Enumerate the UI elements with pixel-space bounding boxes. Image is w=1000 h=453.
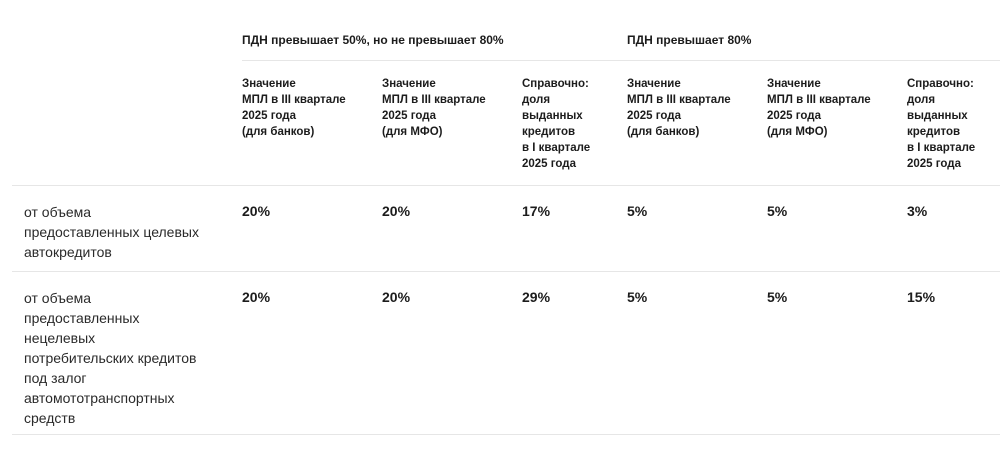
column-header-share-50-80: Справочно: доля выданных кредитов в I кв… <box>522 76 590 172</box>
row-label-line: от объема <box>24 290 92 306</box>
column-header-line: МПЛ в III квартале <box>242 94 346 106</box>
group-header-over-80: ПДН превышает 80% <box>627 33 752 47</box>
row-label-line: потребительских кредитов <box>24 350 197 366</box>
column-header-line: 2025 года <box>382 110 436 122</box>
column-header-line: доля <box>522 94 551 106</box>
column-header-line: Значение <box>767 78 821 90</box>
column-header-line: доля <box>907 94 936 106</box>
column-header-line: Справочно: <box>907 78 974 90</box>
table-cell: 15% <box>907 289 936 305</box>
table-cell: 5% <box>767 203 788 219</box>
row-label-line: от объема <box>24 204 92 220</box>
column-header-line: кредитов <box>522 126 576 138</box>
group-header-50-80: ПДН превышает 50%, но не превышает 80% <box>242 33 504 47</box>
column-header-banks-50-80: Значение МПЛ в III квартале 2025 года (д… <box>242 76 346 140</box>
table-cell: 20% <box>242 203 271 219</box>
row-label-line: автомототранспортных <box>24 390 175 406</box>
column-header-line: 2025 года <box>522 158 576 170</box>
column-header-line: Значение <box>382 78 436 90</box>
row-label-auto-loans: от объема предоставленных целевых автокр… <box>24 202 199 262</box>
column-header-line: (для банков) <box>242 126 315 138</box>
table-cell: 20% <box>382 203 411 219</box>
column-header-line: в I квартале <box>522 142 591 154</box>
table-cell: 20% <box>242 289 271 305</box>
row-label-line: предоставленных целевых <box>24 224 199 240</box>
group-header-row: ПДН превышает 50%, но не превышает 80% П… <box>242 0 1000 61</box>
column-header-line: кредитов <box>907 126 961 138</box>
column-header-share-over-80: Справочно: доля выданных кредитов в I кв… <box>907 76 975 172</box>
mpl-table: ПДН превышает 50%, но не превышает 80% П… <box>12 0 1000 435</box>
row-label-line: средств <box>24 410 76 426</box>
table-cell: 5% <box>767 289 788 305</box>
table-cell: 29% <box>522 289 551 305</box>
table-cell: 5% <box>627 289 648 305</box>
row-label-line: предоставленных <box>24 310 140 326</box>
row-label-line: нецелевых <box>24 330 96 346</box>
column-header-mfo-over-80: Значение МПЛ в III квартале 2025 года (д… <box>767 76 871 140</box>
column-header-line: (для МФО) <box>767 126 828 138</box>
column-header-line: 2025 года <box>767 110 821 122</box>
column-header-row: Значение МПЛ в III квартале 2025 года (д… <box>12 61 1000 186</box>
column-header-line: МПЛ в III квартале <box>382 94 486 106</box>
table-row: от объема предоставленных нецелевых потр… <box>12 272 1000 435</box>
column-header-line: Значение <box>242 78 296 90</box>
table-cell: 5% <box>627 203 648 219</box>
row-label-secured-consumer-loans: от объема предоставленных нецелевых потр… <box>24 288 196 428</box>
column-header-line: 2025 года <box>627 110 681 122</box>
column-header-line: МПЛ в III квартале <box>767 94 871 106</box>
table-cell: 3% <box>907 203 928 219</box>
row-label-line: под залог <box>24 370 87 386</box>
table-cell: 17% <box>522 203 551 219</box>
column-header-banks-over-80: Значение МПЛ в III квартале 2025 года (д… <box>627 76 731 140</box>
column-header-line: в I квартале <box>907 142 976 154</box>
column-header-line: (для МФО) <box>382 126 443 138</box>
column-header-line: 2025 года <box>242 110 296 122</box>
column-header-line: выданных <box>907 110 968 122</box>
column-header-line: (для банков) <box>627 126 700 138</box>
column-header-line: выданных <box>522 110 583 122</box>
column-header-line: МПЛ в III квартале <box>627 94 731 106</box>
table-row: от объема предоставленных целевых автокр… <box>12 186 1000 272</box>
row-label-line: автокредитов <box>24 244 112 260</box>
column-header-line: Значение <box>627 78 681 90</box>
column-header-mfo-50-80: Значение МПЛ в III квартале 2025 года (д… <box>382 76 486 140</box>
column-header-line: Справочно: <box>522 78 589 90</box>
table-cell: 20% <box>382 289 411 305</box>
column-header-line: 2025 года <box>907 158 961 170</box>
